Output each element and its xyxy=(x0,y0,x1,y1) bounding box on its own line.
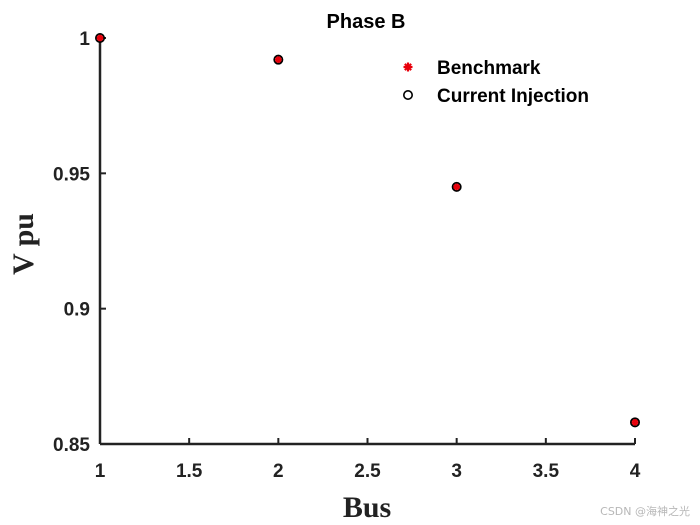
x-tick-label: 2.5 xyxy=(354,461,381,482)
x-axis-label: Bus xyxy=(343,491,391,524)
legend-item-current-injection: Current Injection xyxy=(402,86,589,107)
y-axis-label: V pu xyxy=(7,213,40,275)
y-tick-label: 1 xyxy=(79,29,90,50)
chart-title: Phase B xyxy=(327,11,406,33)
current-injection-point xyxy=(95,32,106,43)
y-ticks: 1 0.95 0.9 0.85 xyxy=(53,29,106,456)
y-tick-label: 0.9 xyxy=(64,300,90,321)
legend-asterisk-icon xyxy=(403,62,413,72)
benchmark-point xyxy=(95,33,105,43)
x-ticks: 1 1.5 2 2.5 3 3.5 4 xyxy=(95,438,641,482)
x-tick-label: 4 xyxy=(630,461,641,482)
y-tick-label: 0.85 xyxy=(53,435,90,456)
x-tick-label: 3.5 xyxy=(533,461,560,482)
current-injection-point xyxy=(629,417,640,428)
benchmark-point xyxy=(630,417,640,427)
data-points xyxy=(95,32,640,428)
legend: Benchmark Current Injection xyxy=(402,58,589,107)
y-tick-label: 0.95 xyxy=(53,164,90,185)
legend-label-current-injection: Current Injection xyxy=(437,86,589,107)
current-injection-point xyxy=(451,181,462,192)
benchmark-point xyxy=(452,182,462,192)
legend-item-benchmark: Benchmark xyxy=(403,58,541,79)
x-tick-label: 1 xyxy=(95,461,106,482)
legend-label-benchmark: Benchmark xyxy=(437,58,541,79)
legend-marker-benchmark xyxy=(403,62,413,72)
x-tick-label: 2 xyxy=(273,461,284,482)
x-tick-label: 3 xyxy=(451,461,462,482)
legend-marker-current-injection xyxy=(402,90,413,101)
benchmark-point xyxy=(273,55,283,65)
legend-circle-icon xyxy=(402,90,413,101)
x-tick-label: 1.5 xyxy=(176,461,203,482)
watermark: CSDN @海神之光 xyxy=(600,505,690,518)
current-injection-point xyxy=(273,54,284,65)
